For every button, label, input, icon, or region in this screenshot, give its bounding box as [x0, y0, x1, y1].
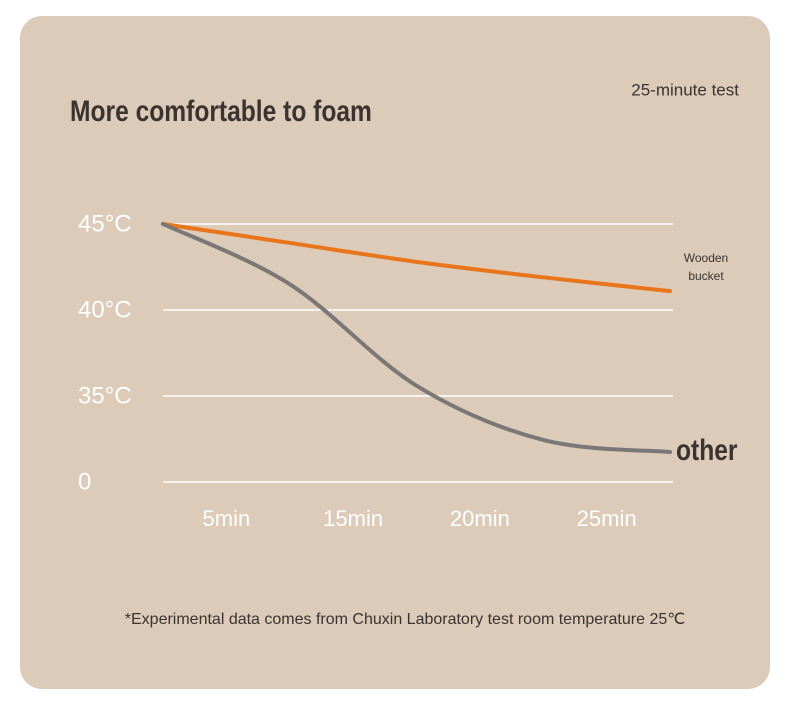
y-tick-label: 40°C	[78, 296, 132, 323]
chart-subtitle: 25-minute test	[631, 80, 739, 99]
y-tick-label: 0	[78, 468, 91, 495]
x-tick-label: 25min	[577, 506, 637, 531]
x-tick-label: 5min	[203, 506, 251, 531]
y-tick-label: 35°C	[78, 382, 132, 409]
x-tick-label: 15min	[323, 506, 383, 531]
card	[20, 16, 770, 689]
footnote: *Experimental data comes from Chuxin Lab…	[125, 611, 685, 628]
chart-title: More comfortable to foam	[70, 94, 372, 128]
series-line	[161, 222, 672, 455]
y-tick-label: 45°C	[78, 210, 132, 237]
series-label: other	[676, 434, 738, 468]
series-label: Wooden bucket	[683, 251, 729, 284]
x-tick-label: 20min	[450, 506, 510, 531]
series-line	[161, 222, 672, 294]
